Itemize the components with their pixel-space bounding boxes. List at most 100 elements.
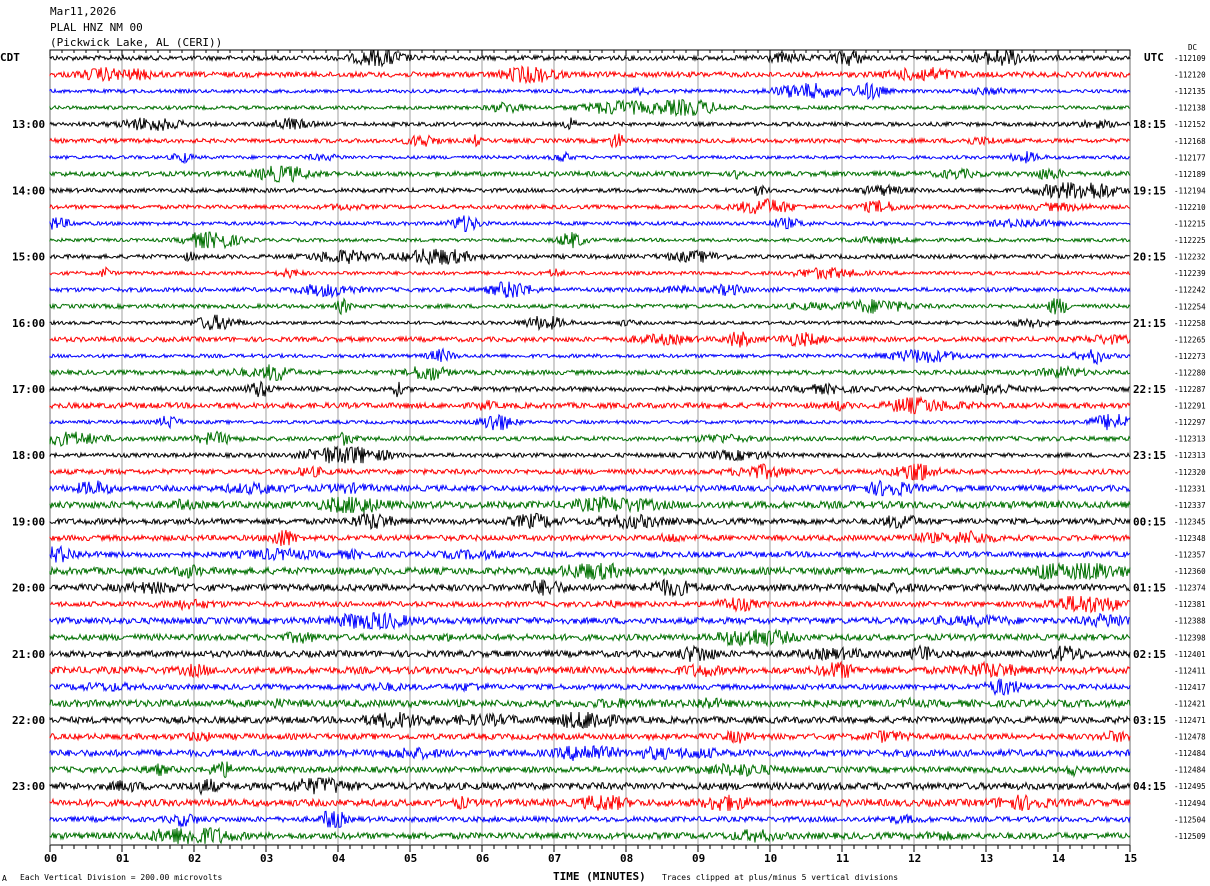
trace-row-18 xyxy=(49,347,1131,366)
trace-row-43 xyxy=(49,761,1131,779)
x-tick-label: 00 xyxy=(44,852,57,865)
location-label: (Pickwick Lake, AL (CERI)) xyxy=(50,36,222,49)
trace-row-21 xyxy=(49,395,1131,415)
trace-row-11 xyxy=(49,231,1131,250)
dc-offset-label: -112374 xyxy=(1174,584,1206,593)
trace-row-15 xyxy=(49,297,1131,316)
trace-row-5 xyxy=(49,133,1131,149)
trace-row-40 xyxy=(49,711,1131,730)
utc-hour-label: 01:15 xyxy=(1133,582,1166,595)
dc-offset-label: -112504 xyxy=(1174,815,1206,824)
utc-hour-label: 04:15 xyxy=(1133,780,1166,793)
utc-hour-label: 20:15 xyxy=(1133,251,1166,264)
utc-hour-label: 19:15 xyxy=(1133,184,1166,197)
cdt-hour-label: 19:00 xyxy=(12,515,45,528)
utc-hour-label: 21:15 xyxy=(1133,317,1166,330)
dc-offset-label: -112177 xyxy=(1174,153,1206,162)
dc-offset-label: -112484 xyxy=(1174,749,1206,758)
utc-axis-title: UTC xyxy=(1144,51,1164,64)
trace-row-31 xyxy=(49,562,1131,581)
trace-row-41 xyxy=(49,729,1131,744)
trace-row-13 xyxy=(49,266,1131,280)
dc-offset-label: -112495 xyxy=(1174,782,1206,791)
dc-offset-label: -112239 xyxy=(1174,269,1206,278)
x-tick-label: 15 xyxy=(1124,852,1137,865)
dc-offset-label: -112109 xyxy=(1174,54,1206,63)
dc-offset-label: -112273 xyxy=(1174,352,1206,361)
x-tick-label: 09 xyxy=(692,852,705,865)
dc-title: DC xyxy=(1188,43,1197,52)
trace-row-45 xyxy=(49,794,1131,811)
dc-offset-label: -112411 xyxy=(1174,666,1206,675)
dc-offset-label: -112138 xyxy=(1174,104,1206,113)
minute-gridlines xyxy=(49,50,1131,845)
dc-offset-label: -112313 xyxy=(1174,435,1206,444)
trace-row-7 xyxy=(49,165,1131,183)
dc-offset-label: -112337 xyxy=(1174,501,1206,510)
trace-row-30 xyxy=(49,544,1131,563)
dc-offset-label: -112232 xyxy=(1174,253,1206,262)
trace-row-9 xyxy=(49,198,1131,215)
dc-offset-label: -112280 xyxy=(1174,368,1206,377)
dc-offset-label: -112313 xyxy=(1174,451,1206,460)
dc-offset-label: -112401 xyxy=(1174,650,1206,659)
trace-row-44 xyxy=(49,776,1131,796)
trace-row-22 xyxy=(49,413,1131,431)
cdt-hour-label: 18:00 xyxy=(12,449,45,462)
trace-row-32 xyxy=(49,578,1131,598)
dc-offset-label: -112331 xyxy=(1174,484,1206,493)
dc-offset-label: -112225 xyxy=(1174,236,1206,245)
trace-row-14 xyxy=(49,281,1131,299)
date-label: Mar11,2026 xyxy=(50,5,116,18)
dc-offset-label: -112494 xyxy=(1174,799,1206,808)
trace-row-19 xyxy=(49,364,1131,381)
trace-row-33 xyxy=(49,595,1131,614)
trace-row-28 xyxy=(49,511,1131,530)
x-tick-label: 11 xyxy=(836,852,850,865)
trace-row-26 xyxy=(49,479,1131,498)
plot-frame xyxy=(49,49,1131,846)
x-tick-label: 14 xyxy=(1052,852,1066,865)
dc-offset-label: -112242 xyxy=(1174,286,1206,295)
x-axis-title: TIME (MINUTES) xyxy=(553,870,646,883)
utc-hour-label: 03:15 xyxy=(1133,714,1166,727)
x-tick-label: 01 xyxy=(116,852,130,865)
utc-hour-label: 18:15 xyxy=(1133,118,1166,131)
corner-mark: A xyxy=(2,874,7,883)
dc-offset-label: -112210 xyxy=(1174,203,1206,212)
cdt-hour-label: 16:00 xyxy=(12,317,45,330)
dc-offset-label: -112360 xyxy=(1174,567,1206,576)
trace-row-46 xyxy=(49,810,1131,829)
trace-row-2 xyxy=(49,81,1131,101)
trace-row-39 xyxy=(49,696,1131,710)
x-tick-label: 04 xyxy=(332,852,346,865)
trace-row-47 xyxy=(49,827,1131,845)
x-tick-label: 06 xyxy=(476,852,490,865)
dc-offset-label: -112478 xyxy=(1174,733,1206,742)
scale-note: Each Vertical Division = 200.00 microvol… xyxy=(20,873,222,882)
trace-row-38 xyxy=(49,677,1131,696)
trace-row-25 xyxy=(49,463,1131,481)
x-tick-label: 07 xyxy=(548,852,561,865)
station-label: PLAL HNZ NM 00 xyxy=(50,21,143,34)
x-tick-label: 08 xyxy=(620,852,633,865)
dc-offset-label: -112345 xyxy=(1174,517,1206,526)
trace-row-35 xyxy=(49,628,1131,648)
dc-offset-label: -112287 xyxy=(1174,385,1206,394)
dc-offset-label: -112189 xyxy=(1174,170,1206,179)
trace-row-24 xyxy=(49,445,1131,464)
trace-row-34 xyxy=(49,611,1131,631)
dc-offset-label: -112348 xyxy=(1174,534,1206,543)
trace-row-36 xyxy=(49,644,1131,662)
trace-row-27 xyxy=(49,494,1131,514)
utc-hour-label: 02:15 xyxy=(1133,648,1166,661)
x-tick-label: 13 xyxy=(980,852,993,865)
dc-offset-label: -112398 xyxy=(1174,633,1206,642)
trace-row-20 xyxy=(49,380,1131,398)
utc-hour-label: 00:15 xyxy=(1133,515,1166,528)
trace-row-0 xyxy=(49,49,1131,68)
dc-offset-label: -112194 xyxy=(1174,186,1206,195)
dc-offset-label: -112291 xyxy=(1174,402,1206,411)
trace-row-17 xyxy=(49,331,1131,348)
